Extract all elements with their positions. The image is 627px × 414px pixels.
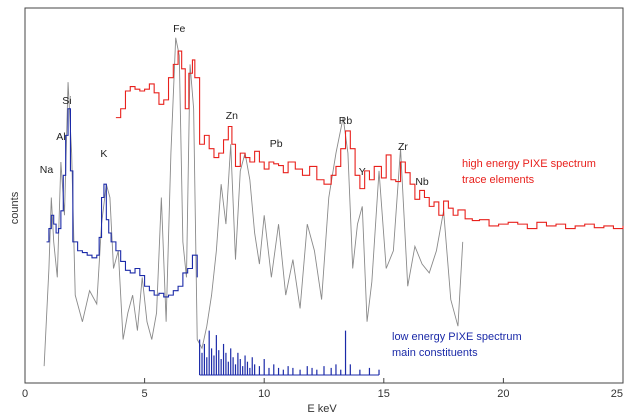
legend-high-line1: high energy PIXE spectrum (462, 158, 596, 170)
annotation-layer: Na Al Si K Fe Zn Pb Rb Y Zr Nb (40, 23, 429, 188)
series-1 (46, 108, 198, 298)
legend-low-line2: main constituents (392, 347, 478, 359)
element-label: Pb (270, 138, 283, 150)
element-label: Zn (226, 110, 238, 122)
plot-frame (24, 7, 624, 384)
element-label: Y (359, 166, 366, 178)
legend-low-line1: low energy PIXE spectrum (392, 331, 522, 343)
series-line (43, 37, 464, 367)
element-label: Na (40, 164, 54, 176)
tick-layer: 0 5 10 15 20 25 (22, 378, 624, 400)
element-label: Nb (415, 176, 429, 188)
series-2 (43, 37, 464, 367)
series-0 (115, 50, 624, 230)
legend-high-line2: trace elements (462, 174, 535, 186)
x-tick-label: 25 (611, 388, 623, 400)
x-tick-label: 10 (258, 388, 270, 400)
element-label: Al (56, 131, 65, 143)
x-axis-label: E keV (307, 403, 337, 414)
x-tick-label: 20 (497, 388, 509, 400)
series-3 (199, 330, 380, 376)
y-axis-label: counts (9, 191, 21, 224)
element-label: Rb (339, 115, 353, 127)
element-label: Zr (398, 141, 408, 153)
element-label: Si (62, 95, 71, 107)
series-layer (43, 37, 624, 376)
element-label: K (100, 148, 107, 160)
element-label: Fe (173, 23, 185, 35)
x-tick-label: 5 (142, 388, 148, 400)
series-line (46, 108, 198, 298)
series-line (115, 50, 624, 230)
x-tick-label: 0 (22, 388, 28, 400)
x-tick-label: 15 (378, 388, 390, 400)
